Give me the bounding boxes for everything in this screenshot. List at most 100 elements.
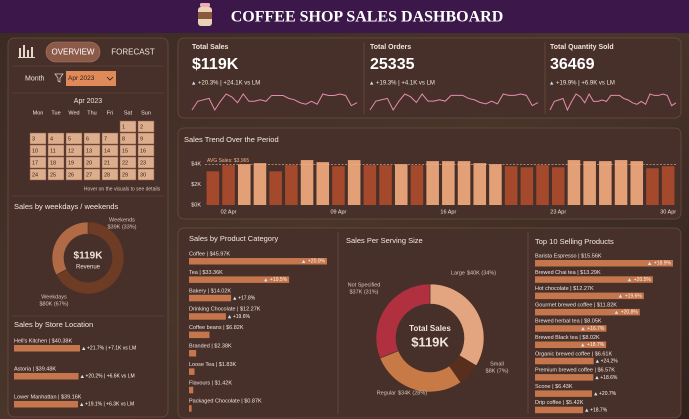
calendar-day[interactable] (29, 168, 47, 181)
calendar-day[interactable] (47, 144, 65, 157)
menu-icon[interactable] (18, 45, 35, 58)
bar[interactable] (661, 166, 675, 205)
calendar-day[interactable] (119, 168, 137, 181)
donut-slice[interactable] (51, 221, 89, 276)
calendar-day[interactable] (119, 132, 137, 145)
bar[interactable] (332, 166, 345, 205)
calendar-day[interactable] (65, 156, 83, 169)
bar[interactable] (442, 161, 455, 205)
bar[interactable] (363, 165, 377, 205)
calendar-day[interactable] (83, 168, 101, 181)
bar[interactable] (394, 164, 408, 205)
calendar-day[interactable] (47, 156, 65, 169)
calendar-day[interactable] (137, 168, 155, 181)
bar[interactable] (567, 160, 581, 205)
bar[interactable] (535, 357, 594, 365)
kpi-change: +20.3% | +24.1K vs LM (198, 81, 260, 87)
bar[interactable] (535, 390, 593, 397)
bar[interactable] (599, 161, 612, 205)
bar-label: Bakery | $14.02K (189, 288, 231, 294)
calendar-day[interactable] (119, 120, 137, 133)
tab[interactable]: FORECAST (111, 48, 155, 57)
calendar-day[interactable] (47, 132, 65, 145)
bar[interactable] (535, 260, 673, 267)
bar[interactable] (614, 160, 628, 205)
slice-value: $40K (34%) (467, 270, 496, 276)
calendar-day[interactable] (101, 156, 119, 169)
bar[interactable] (473, 163, 487, 205)
bar[interactable] (535, 374, 594, 381)
bar[interactable] (489, 164, 502, 205)
bar[interactable] (583, 161, 596, 205)
bar[interactable] (535, 276, 653, 283)
calendar-day[interactable] (119, 144, 137, 157)
bar[interactable] (206, 171, 220, 205)
calendar-day[interactable] (65, 144, 83, 157)
calendar-day[interactable] (47, 168, 65, 181)
bar[interactable] (379, 165, 392, 205)
bar[interactable] (14, 345, 80, 352)
bar[interactable] (535, 308, 640, 316)
bar[interactable] (269, 171, 282, 205)
calendar-day[interactable] (29, 132, 47, 145)
bar[interactable] (189, 386, 194, 394)
bar-label: Flavours | $1.42K (189, 380, 232, 386)
donut-slice[interactable] (375, 283, 431, 359)
calendar-day[interactable] (119, 156, 137, 169)
bar[interactable] (189, 276, 290, 283)
slice-value: $80K (67%) (39, 301, 68, 307)
tab-active[interactable] (45, 41, 101, 63)
bar[interactable] (189, 258, 327, 265)
bar[interactable] (285, 165, 298, 205)
bar[interactable] (646, 168, 659, 205)
bar[interactable] (253, 163, 267, 205)
calendar-day[interactable] (83, 132, 101, 145)
calendar-day[interactable] (137, 156, 155, 169)
bar[interactable] (535, 406, 584, 414)
calendar-day[interactable] (137, 144, 155, 157)
dropdown-value[interactable]: Apr 2023 (68, 75, 95, 82)
calendar-day[interactable] (29, 156, 47, 169)
donut-slice[interactable] (55, 221, 125, 295)
bar[interactable] (535, 341, 607, 349)
bar[interactable] (189, 331, 210, 339)
calendar-day[interactable] (65, 132, 83, 145)
bar[interactable] (189, 350, 197, 357)
bar[interactable] (551, 167, 565, 205)
bar[interactable] (189, 368, 195, 375)
bar[interactable] (535, 325, 607, 332)
calendar-day[interactable] (137, 120, 155, 133)
bar[interactable] (237, 164, 251, 205)
bar[interactable] (536, 165, 549, 205)
bar[interactable] (347, 160, 361, 205)
bar[interactable] (535, 292, 644, 300)
calendar-day[interactable] (137, 132, 155, 145)
calendar-day[interactable] (101, 132, 119, 145)
bar[interactable] (189, 405, 192, 412)
up-arrow (581, 327, 585, 331)
bar[interactable] (410, 165, 424, 205)
bar[interactable] (300, 160, 314, 205)
slice-name: Weekends (109, 217, 135, 223)
calendar-day[interactable] (101, 168, 119, 181)
month-dropdown[interactable] (66, 71, 116, 86)
calendar-day[interactable] (83, 156, 101, 169)
calendar-day[interactable] (83, 144, 101, 157)
bar[interactable] (630, 161, 644, 205)
bar[interactable] (316, 162, 330, 205)
bar[interactable] (14, 373, 79, 380)
hint: Hover on the visuals to see details (84, 186, 161, 192)
tab[interactable]: OVERVIEW (52, 48, 95, 57)
bar[interactable] (426, 161, 439, 205)
bar[interactable] (14, 401, 79, 408)
bar[interactable] (189, 294, 232, 302)
change-label: +16.7% (587, 326, 605, 332)
calendar-day[interactable] (29, 144, 47, 157)
bar[interactable] (189, 313, 226, 320)
bar[interactable] (520, 167, 534, 205)
calendar-day[interactable] (101, 144, 119, 157)
bar[interactable] (457, 161, 471, 205)
bar[interactable] (222, 165, 235, 205)
calendar-day[interactable] (65, 168, 83, 181)
bar[interactable] (504, 166, 518, 205)
